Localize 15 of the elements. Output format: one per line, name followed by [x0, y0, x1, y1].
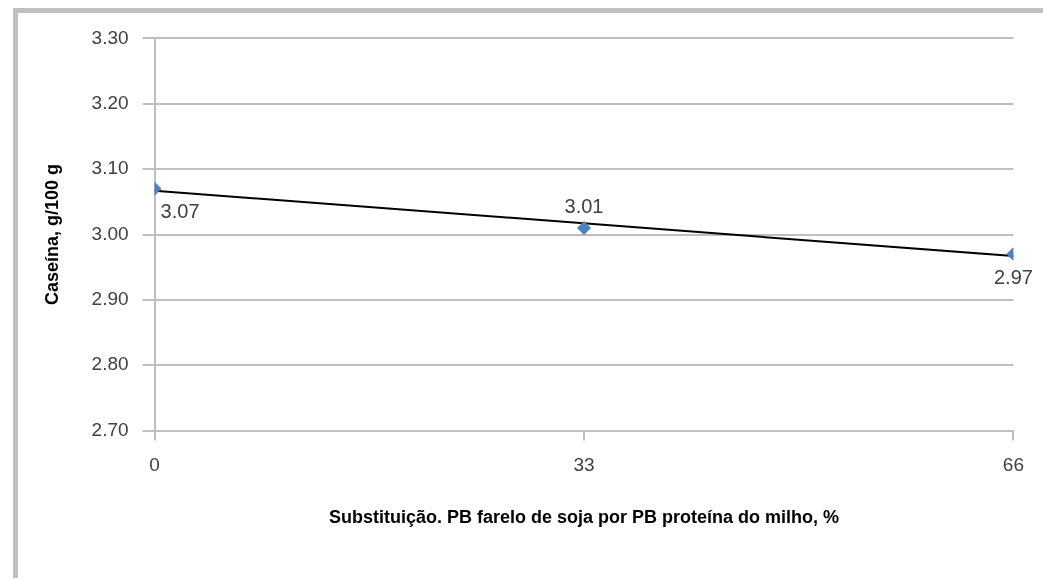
data-label: 2.97 — [993, 265, 1033, 288]
x-tick-label: 33 — [573, 454, 595, 476]
y-tick-label: 3.00 — [91, 222, 129, 244]
y-axis-title: Caseína, g/100 g — [41, 163, 62, 306]
x-tick-label: 0 — [149, 454, 160, 476]
y-tick-label: 3.10 — [91, 157, 129, 179]
y-tick-label: 2.70 — [91, 418, 129, 440]
y-tick-label: 2.80 — [91, 353, 129, 375]
y-tick-label: 3.20 — [91, 92, 129, 113]
x-axis-title: Substituição. PB farelo de soja por PB proteína do milho, % — [328, 507, 840, 528]
data-label: 3.01 — [564, 195, 604, 218]
data-label: 3.07 — [160, 200, 200, 223]
y-tick-label: 2.90 — [91, 288, 129, 310]
x-tick-label: 66 — [1002, 454, 1024, 476]
y-tick-label: 3.30 — [91, 26, 129, 48]
